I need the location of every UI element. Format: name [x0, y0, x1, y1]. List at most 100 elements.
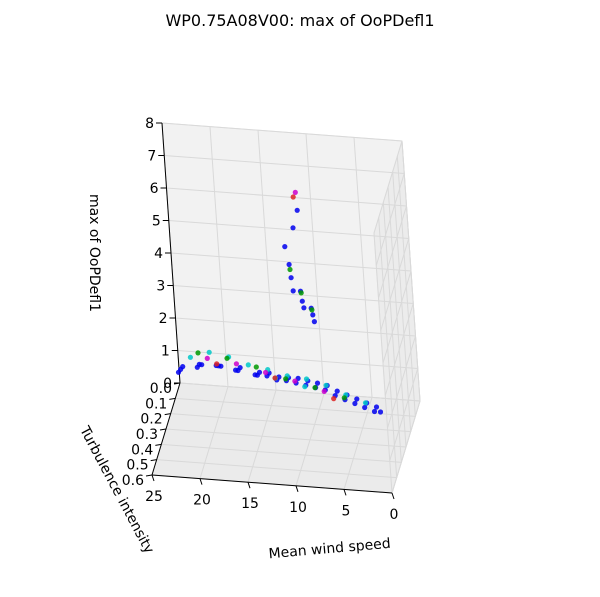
data-point: [302, 384, 308, 390]
data-point: [310, 312, 316, 318]
z-gridline: [391, 400, 421, 494]
z-gridline: [179, 382, 421, 402]
x-tick-label: 25: [145, 489, 163, 505]
x-axis-line: [151, 474, 393, 494]
data-point: [362, 404, 368, 411]
x-tick-mark: [343, 489, 347, 496]
y-tick-mark: [150, 459, 157, 462]
data-point: [312, 385, 318, 391]
y-tick-mark: [164, 413, 171, 416]
data-point: [371, 408, 378, 415]
data-point: [206, 349, 212, 355]
x-tick-mark: [247, 482, 251, 489]
z-tick-label: 3: [156, 279, 165, 295]
z-tick-label: 6: [150, 181, 159, 197]
y-tick-label: 0.0: [150, 381, 172, 397]
y-tick-mark: [159, 428, 167, 431]
data-point: [352, 400, 358, 407]
z-tick-label: 8: [145, 116, 154, 132]
z-gridline: [387, 335, 416, 429]
z-gridline: [164, 155, 405, 174]
data-point: [194, 364, 200, 370]
data-point: [331, 396, 337, 402]
y-gridline: [161, 443, 402, 463]
data-point: [298, 290, 304, 296]
z-gridline: [378, 205, 407, 299]
data-point: [362, 400, 369, 406]
data-point: [292, 378, 298, 384]
z-tick-label: 0: [163, 376, 172, 392]
z-gridline: [161, 122, 403, 142]
data-point: [288, 275, 294, 281]
z-gridline: [382, 270, 412, 364]
data-point: [286, 261, 292, 268]
data-point: [290, 288, 296, 294]
y-tick-label: 0.2: [140, 412, 162, 428]
z-gridline: [170, 252, 412, 272]
z-gridline: [173, 285, 414, 304]
data-point: [303, 376, 310, 382]
z-gridline: [380, 238, 410, 331]
data-point: [245, 362, 251, 368]
data-point: [282, 244, 288, 250]
x-tick-mark: [199, 478, 203, 485]
z-gridline: [375, 173, 405, 266]
data-point: [253, 364, 259, 370]
data-point: [294, 207, 300, 213]
z-gridline: [373, 140, 403, 234]
x-axis-label: Mean wind speed: [268, 536, 391, 563]
y-tick-label: 0.1: [145, 396, 167, 412]
data-point: [311, 319, 317, 325]
data-point: [214, 361, 220, 367]
z-tick-label: 4: [154, 246, 163, 262]
y-tick-label: 0.5: [126, 458, 148, 474]
x-tick-label: 15: [241, 496, 259, 512]
data-point: [299, 298, 305, 304]
y-gridline: [165, 428, 407, 448]
data-point: [175, 369, 182, 375]
data-point: [321, 388, 327, 394]
data-point: [195, 350, 201, 356]
data-point: [224, 355, 230, 361]
data-point: [252, 372, 258, 378]
y-gridline: [170, 413, 411, 433]
chart-points: [175, 189, 384, 415]
y-tick-mark: [155, 443, 162, 446]
x-tick-label: 5: [342, 503, 351, 519]
z-tick-label: 5: [152, 214, 161, 230]
z-gridline: [384, 303, 414, 396]
data-point: [354, 396, 360, 402]
z-tick-label: 1: [161, 344, 170, 360]
x-tick-mark: [151, 474, 155, 482]
x-tick-mark: [295, 485, 299, 492]
data-point: [377, 409, 384, 415]
data-point: [287, 266, 293, 273]
data-point: [334, 388, 340, 394]
z-gridline: [177, 350, 418, 369]
z-gridline: [166, 187, 407, 207]
y-tick-mark: [145, 474, 153, 477]
data-point: [233, 361, 239, 367]
x-tick-label: 20: [193, 493, 211, 509]
chart-title: WP0.75A08V00: max of OoPDefl1: [165, 11, 434, 30]
data-point: [187, 354, 193, 360]
z-tick-label: 7: [147, 149, 156, 165]
y-tick-mark: [169, 397, 176, 400]
data-point: [272, 375, 278, 381]
data-point: [204, 355, 210, 361]
z-gridline: [175, 317, 416, 337]
y-tick-label: 0.4: [131, 442, 153, 458]
data-point: [233, 367, 239, 373]
data-point: [290, 225, 296, 231]
z-axis-label: max of OoPDefl1: [86, 194, 102, 312]
z-tick-label: 2: [159, 311, 168, 327]
x-tick-mark: [391, 492, 395, 500]
data-point: [301, 305, 307, 311]
chart-grid: [151, 122, 421, 494]
y-gridline: [156, 459, 397, 479]
data-point: [290, 194, 296, 200]
z-gridline: [168, 220, 409, 239]
data-point: [292, 189, 298, 195]
